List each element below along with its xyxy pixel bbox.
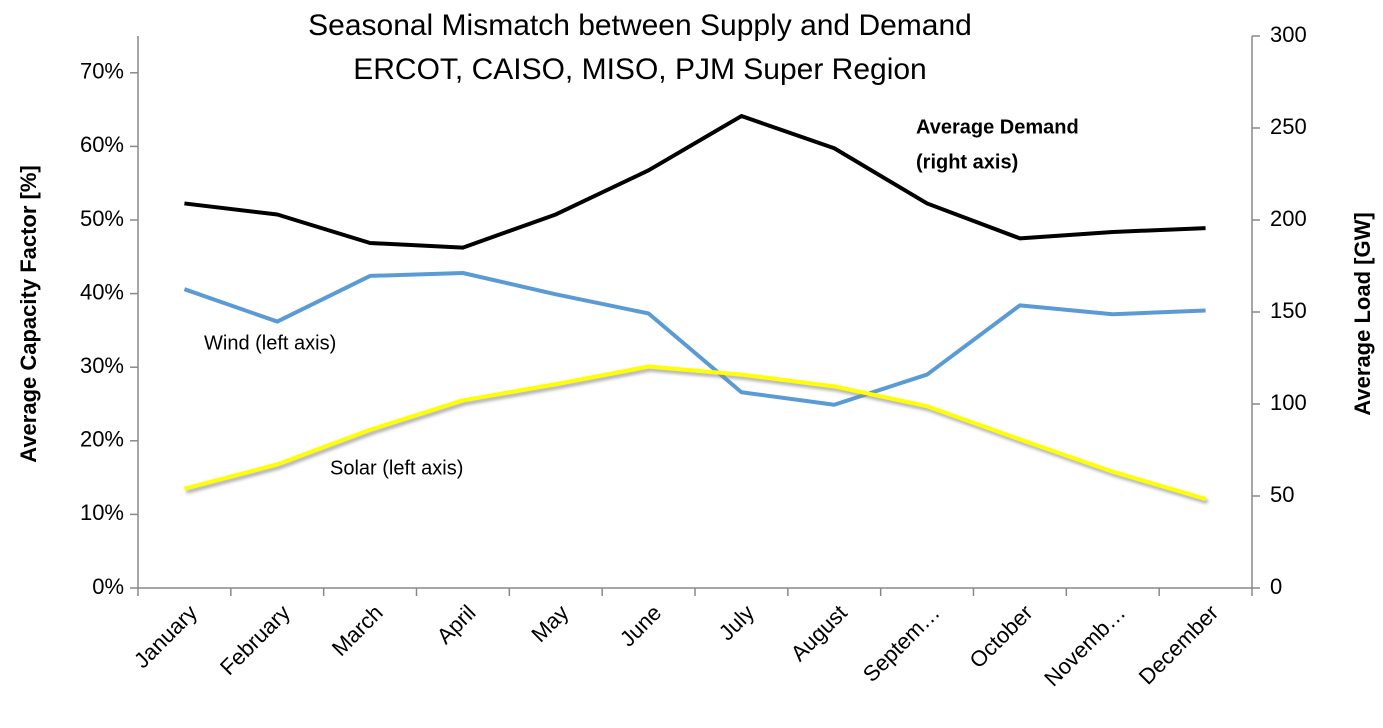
y2-tick-label: 300	[1270, 22, 1307, 47]
y2-tick-label: 250	[1270, 114, 1307, 139]
series-line	[184, 114, 1206, 250]
x-tick-label: February	[215, 600, 295, 680]
annotation: Average Demand	[916, 116, 1079, 138]
annotation: (right axis)	[916, 151, 1018, 173]
y-tick-label: 70%	[80, 59, 124, 84]
y-axis-title: Average Capacity Factor [%]	[16, 165, 41, 463]
y-tick-label: 40%	[80, 279, 124, 304]
y-tick-label: 30%	[80, 353, 124, 378]
series-line	[183, 270, 1206, 407]
x-tick-label: January	[129, 600, 202, 673]
x-tick-label: April	[432, 600, 481, 649]
x-tick-label: Septem…	[858, 600, 945, 687]
x-tick-label: June	[615, 600, 666, 651]
y2-tick-label: 50	[1270, 482, 1294, 507]
annotation: Wind (left axis)	[204, 332, 336, 354]
x-tick-label: July	[714, 600, 759, 645]
y2-tick-label: 150	[1270, 298, 1307, 323]
x-tick-label: Novemb…	[1039, 600, 1130, 691]
x-tick-label: October	[965, 600, 1038, 673]
y2-axis-title: Average Load [GW]	[1350, 212, 1375, 415]
y2-tick-label: 100	[1270, 390, 1307, 415]
chart-title: Seasonal Mismatch between Supply and Dem…	[308, 9, 972, 42]
x-tick-label: March	[327, 600, 388, 661]
y-tick-label: 60%	[80, 132, 124, 157]
chart-subtitle: ERCOT, CAISO, MISO, PJM Super Region	[353, 53, 927, 86]
y-tick-label: 20%	[80, 427, 124, 452]
y-tick-label: 10%	[80, 500, 124, 525]
x-tick-label: December	[1134, 600, 1223, 689]
x-tick-label: August	[786, 600, 852, 666]
y-tick-label: 50%	[80, 206, 124, 231]
series-line	[183, 364, 1207, 501]
y2-tick-label: 0	[1270, 574, 1282, 599]
y2-tick-label: 200	[1270, 206, 1307, 231]
annotation: Solar (left axis)	[330, 457, 463, 479]
y-tick-label: 0%	[92, 574, 124, 599]
x-tick-label: May	[526, 600, 573, 647]
